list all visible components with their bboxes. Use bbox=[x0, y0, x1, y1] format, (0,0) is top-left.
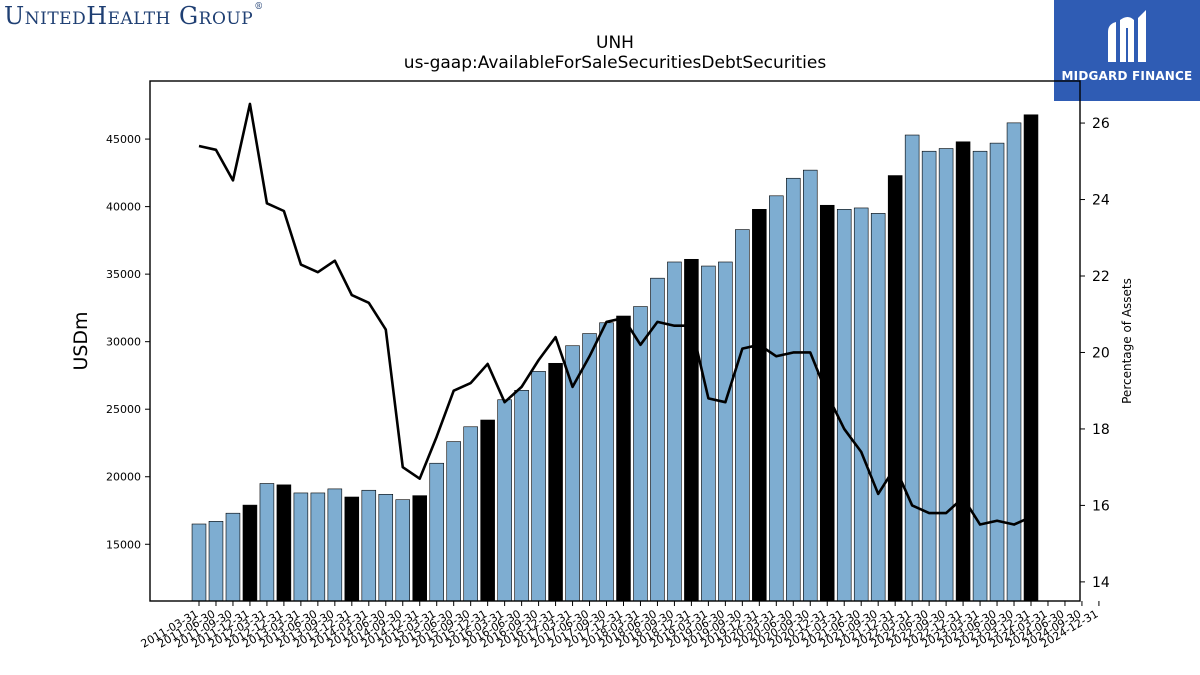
midgard-finance-logo: MIDGARD FINANCE bbox=[1054, 0, 1200, 101]
y2-tick-label: 18 bbox=[1092, 422, 1110, 438]
bar bbox=[633, 306, 648, 602]
y-tick-label: 40000 bbox=[106, 201, 141, 214]
bar bbox=[191, 523, 207, 602]
bar bbox=[463, 426, 478, 602]
bar bbox=[531, 371, 546, 602]
y-axis-right: 14 16 18 20 22 24 26 bbox=[1080, 116, 1110, 591]
y2-tick-label: 24 bbox=[1092, 193, 1110, 209]
y-tick-label: 45000 bbox=[106, 133, 141, 146]
registered-mark: ® bbox=[254, 2, 264, 12]
y2-tick-label: 20 bbox=[1092, 345, 1110, 361]
y-tick-label: 20000 bbox=[106, 471, 141, 484]
bar bbox=[480, 419, 495, 602]
bar bbox=[904, 134, 920, 602]
bar bbox=[446, 441, 461, 602]
bar bbox=[1006, 122, 1022, 602]
bar bbox=[989, 142, 1005, 602]
plot-frame bbox=[149, 80, 1081, 602]
x-axis: 2011-03-312011-06-302011-09-302011-12-31… bbox=[139, 601, 1100, 651]
bar bbox=[208, 521, 224, 602]
bar bbox=[718, 261, 733, 602]
bar bbox=[225, 512, 241, 602]
y-tick-label: 30000 bbox=[106, 336, 141, 349]
bar bbox=[599, 322, 614, 602]
bar bbox=[769, 195, 784, 602]
bar bbox=[735, 229, 750, 602]
bar bbox=[921, 150, 937, 602]
y-axis-label: USDm bbox=[70, 311, 92, 370]
bar bbox=[1023, 114, 1039, 602]
y2-tick-label: 26 bbox=[1092, 116, 1110, 132]
bar bbox=[259, 483, 275, 602]
bar bbox=[887, 175, 903, 602]
bar bbox=[616, 315, 631, 602]
bar bbox=[972, 150, 988, 602]
company-logo-text: UnitedHealth Group bbox=[4, 2, 254, 30]
y-axis-left: 15000 20000 25000 30000 35000 40000 45000 bbox=[106, 133, 150, 551]
bar bbox=[361, 489, 377, 602]
bar bbox=[242, 504, 258, 602]
bar bbox=[344, 496, 360, 602]
bar bbox=[276, 484, 292, 602]
percentage-line bbox=[198, 102, 1032, 526]
bar bbox=[684, 258, 699, 602]
y-tick-label: 15000 bbox=[106, 538, 141, 551]
bar bbox=[378, 493, 394, 602]
y2-tick-label: 22 bbox=[1092, 269, 1110, 285]
bar bbox=[752, 209, 767, 602]
bar bbox=[701, 265, 716, 602]
y2-tick-label: 16 bbox=[1092, 498, 1110, 514]
bar bbox=[497, 399, 512, 602]
bar bbox=[938, 148, 954, 602]
midgard-m-icon bbox=[1108, 10, 1146, 62]
chart-title: UNH bbox=[596, 33, 634, 53]
bar bbox=[870, 213, 886, 602]
bar bbox=[327, 488, 343, 602]
line-layer bbox=[198, 102, 1032, 526]
y2-axis-label: Percentage of Assets bbox=[1120, 278, 1134, 404]
bar bbox=[293, 492, 309, 602]
y2-tick-label: 14 bbox=[1092, 575, 1110, 591]
bar bbox=[836, 209, 852, 602]
bar bbox=[786, 177, 801, 602]
bar bbox=[582, 333, 597, 602]
bar bbox=[548, 362, 563, 602]
bar bbox=[853, 207, 869, 602]
y-tick-label: 35000 bbox=[106, 268, 141, 281]
unitedhealth-group-logo: UnitedHealth Group® bbox=[4, 2, 264, 32]
bar bbox=[395, 499, 411, 602]
bar bbox=[667, 261, 682, 602]
bar bbox=[955, 141, 971, 602]
bar bbox=[429, 462, 444, 602]
bars-layer bbox=[191, 114, 1039, 602]
bar bbox=[514, 389, 529, 602]
bar bbox=[802, 169, 818, 602]
bar bbox=[412, 495, 427, 602]
chart-subtitle: us-gaap:AvailableForSaleSecuritiesDebtSe… bbox=[404, 53, 827, 73]
y-tick-label: 25000 bbox=[106, 403, 141, 416]
partner-logo-text: MIDGARD FINANCE bbox=[1061, 69, 1193, 83]
bar bbox=[310, 492, 326, 602]
